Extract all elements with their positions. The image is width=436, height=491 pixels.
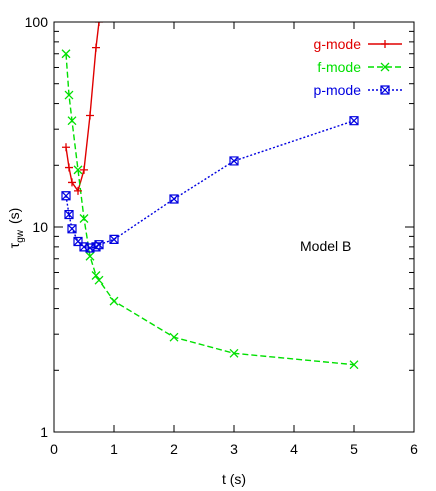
data-point-f-mode [94, 275, 104, 285]
data-point-g-mode [74, 186, 82, 195]
data-point-g-mode [68, 178, 76, 187]
data-point-g-mode [65, 163, 73, 172]
data-point-f-mode [91, 271, 101, 280]
x-tick-label: 4 [290, 441, 298, 457]
series-line-p-mode [65, 120, 355, 249]
legend-marker-f-mode [380, 62, 390, 72]
data-point-f-mode [229, 348, 239, 358]
data-point-f-mode [169, 332, 179, 342]
data-point-p-mode [109, 234, 119, 244]
marker-layer [61, 22, 359, 370]
data-point-g-mode [86, 111, 94, 120]
legend-label-f-mode: f-mode [317, 59, 361, 75]
legend-label-p-mode: p-mode [314, 82, 362, 98]
legend-marker-p-mode [380, 85, 390, 95]
y-tick-label: 10 [32, 219, 48, 235]
series-line-f-mode [65, 53, 355, 366]
data-point-p-mode [64, 209, 74, 220]
y-tick-label: 1 [40, 424, 48, 440]
data-point-g-mode [92, 43, 100, 52]
y-axis-title-sub: gw [15, 229, 26, 243]
x-tick-label: 2 [170, 441, 178, 457]
legend-marker-g-mode [381, 40, 389, 48]
y-tick-label: 100 [25, 14, 49, 30]
data-point-g-mode [80, 165, 88, 174]
data-point-p-mode [61, 191, 71, 201]
data-point-g-mode [62, 143, 70, 152]
x-tick-label: 1 [110, 441, 118, 457]
annotation-model: Model B [300, 238, 351, 254]
data-point-p-mode [349, 116, 359, 126]
y-axis-title: τgw (s) [6, 208, 26, 249]
series-layer [65, 22, 355, 366]
data-point-p-mode [67, 224, 77, 234]
x-tick-label: 3 [230, 441, 238, 457]
data-point-f-mode [79, 214, 89, 223]
x-tick-label: 0 [50, 441, 58, 457]
data-point-f-mode [61, 49, 71, 59]
data-point-f-mode [349, 360, 359, 370]
data-point-f-mode [64, 90, 74, 100]
x-axis-title: t (s) [222, 471, 246, 487]
data-point-f-mode [67, 116, 77, 126]
x-tick-label: 6 [410, 441, 418, 457]
data-point-p-mode [169, 194, 179, 204]
data-point-p-mode [94, 240, 104, 250]
y-axis-title-main: τ [6, 242, 22, 248]
x-tick-label: 5 [350, 441, 358, 457]
data-point-g-mode [95, 22, 103, 26]
data-point-p-mode [229, 156, 239, 166]
data-point-f-mode [109, 296, 119, 306]
y-axis-title-unit: (s) [6, 208, 22, 224]
data-point-f-mode [85, 251, 95, 261]
legend: g-mode f-mode p-mode [314, 36, 402, 98]
legend-label-g-mode: g-mode [314, 36, 362, 52]
data-point-f-mode [73, 165, 83, 175]
